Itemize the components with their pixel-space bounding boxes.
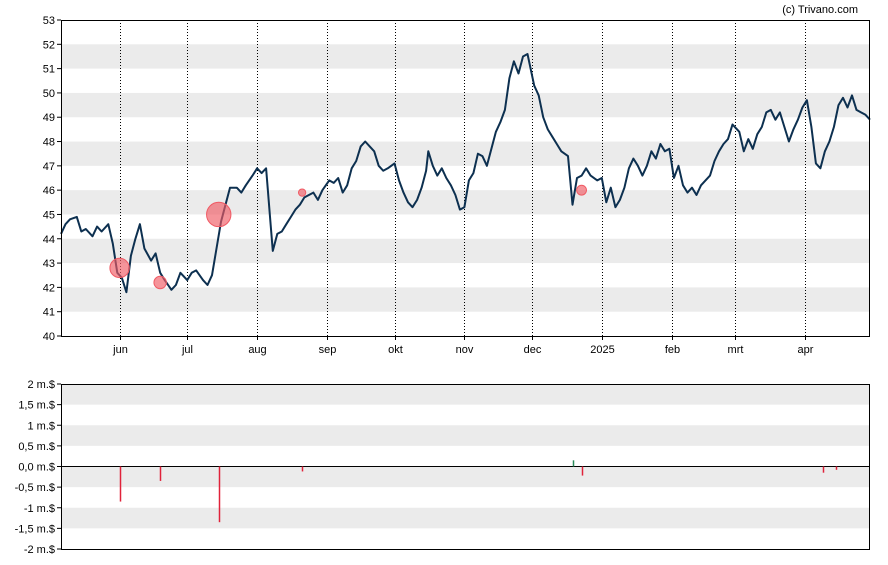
volume-frame: [61, 384, 870, 550]
trade-marker: [206, 201, 232, 228]
price-x-tick-label: jul: [181, 344, 193, 356]
credit-label: (c) Trivano.com: [782, 4, 858, 16]
volume-band: [61, 466, 870, 488]
price-y-tick-label: 42: [43, 282, 55, 294]
volume-y-tick-label: 1 m.$: [27, 420, 55, 432]
price-y-tick-label: 52: [43, 39, 55, 51]
price-frame: [61, 20, 870, 337]
volume-y-tick-label: -2 m.$: [24, 544, 55, 556]
price-y-tick-label: 46: [43, 185, 55, 197]
volume-y-tick-label: 0,0 m.$: [18, 462, 55, 474]
price-line: [60, 53, 871, 294]
volume-y-tick-label: -1 m.$: [24, 503, 55, 515]
volume-y-tick-label: 0,5 m.$: [18, 441, 55, 453]
price-x-tick-label: mrt: [728, 344, 744, 356]
price-band: [61, 238, 870, 264]
price-band: [61, 92, 870, 118]
price-x-tick-label: jun: [112, 344, 128, 356]
price-y-tick-label: 47: [43, 161, 55, 173]
price-x-tick-label: feb: [665, 344, 680, 356]
volume-band: [61, 425, 870, 446]
price-x-tick-label: nov: [456, 344, 474, 356]
price-y-tick-label: 48: [43, 137, 55, 149]
price-band: [61, 287, 870, 312]
price-markers: [109, 184, 587, 290]
price-x-tick-label: okt: [388, 344, 403, 356]
volume-band: [61, 384, 870, 405]
price-x-tick-label: dec: [524, 344, 542, 356]
price-panel: 40 41 42 43 44 45 46 47 48 49 50 51 52 53 jun jul aug se…: [43, 15, 871, 356]
trade-marker: [153, 275, 167, 290]
price-x-axis: jun jul aug sep okt nov dec 2025 feb mrt apr: [112, 336, 814, 356]
volume-y-axis: -2 m.$ -1,5 m.$ -1 m.$ -0,5 m.$ 0,0 m.$ 0,5 m…: [15, 379, 61, 556]
price-x-tick-label: apr: [798, 344, 814, 356]
price-y-tick-label: 49: [43, 112, 55, 124]
volume-y-tick-label: -0,5 m.$: [15, 482, 55, 494]
trade-marker: [576, 184, 587, 196]
price-y-tick-label: 51: [43, 64, 55, 76]
price-x-tick-label: 2025: [590, 344, 614, 356]
price-y-tick-label: 45: [43, 209, 55, 221]
volume-y-tick-label: 1,5 m.$: [18, 400, 55, 412]
price-x-tick-label: sep: [319, 344, 337, 356]
price-x-tick-label: aug: [248, 344, 266, 356]
price-y-axis: 40 41 42 43 44 45 46 47 48 49 50 51 52 53: [43, 15, 61, 343]
price-band: [61, 44, 870, 69]
price-bands: [61, 44, 870, 312]
volume-y-tick-label: -1,5 m.$: [15, 523, 55, 535]
price-y-tick-label: 44: [43, 234, 55, 246]
trade-marker: [109, 257, 130, 279]
volume-panel: -2 m.$ -1,5 m.$ -1 m.$ -0,5 m.$ 0,0 m.$ 0,5 m…: [15, 379, 870, 556]
price-y-tick-label: 41: [43, 307, 55, 319]
volume-bands: [61, 384, 870, 529]
trade-marker: [297, 188, 307, 197]
volume-y-tick-label: 2 m.$: [27, 379, 55, 391]
volume-bars: [119, 460, 838, 523]
price-band: [61, 141, 870, 166]
price-y-tick-label: 40: [43, 331, 55, 343]
price-y-tick-label: 50: [43, 88, 55, 100]
volume-band: [61, 507, 870, 529]
price-y-tick-label: 53: [43, 15, 55, 27]
price-y-tick-label: 43: [43, 258, 55, 270]
